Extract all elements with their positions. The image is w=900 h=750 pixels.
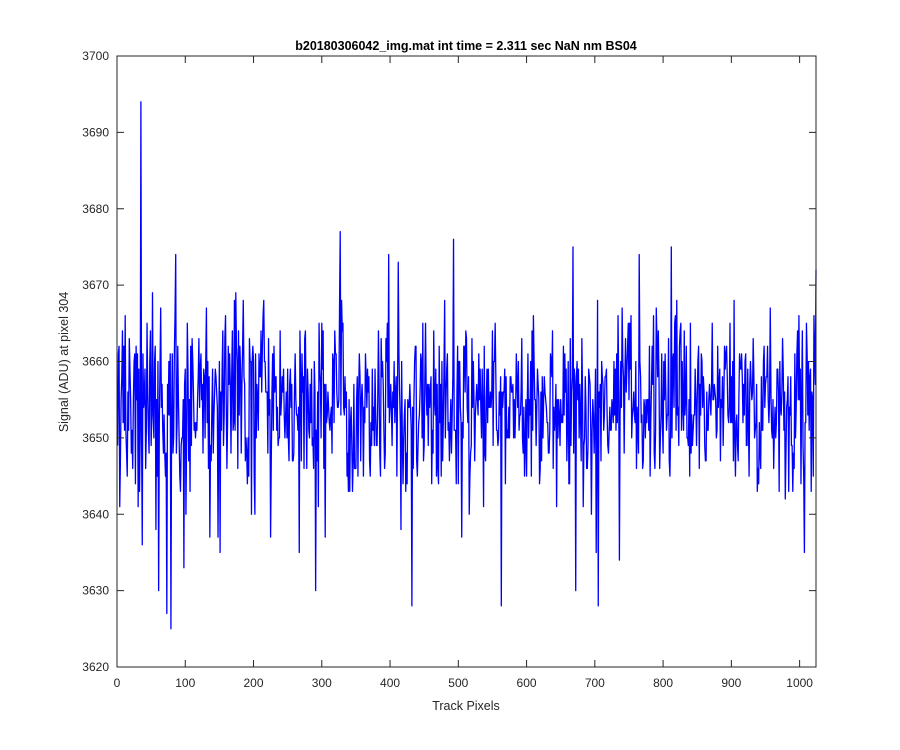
y-axis-label: Signal (ADU) at pixel 304 <box>57 292 71 432</box>
y-tick-label: 3650 <box>82 431 109 445</box>
y-tick-label: 3630 <box>82 584 109 598</box>
y-tick-label: 3680 <box>82 202 109 216</box>
series-line <box>117 101 817 630</box>
x-tick-label: 300 <box>312 676 332 690</box>
y-tick-label: 3700 <box>82 49 109 63</box>
y-tick-label: 3660 <box>82 355 109 369</box>
x-tick-label: 100 <box>175 676 195 690</box>
plot-area <box>117 101 817 630</box>
x-tick-label: 500 <box>448 676 468 690</box>
y-tick-label: 3620 <box>82 660 109 674</box>
y-axis: 3620 3630 3640 3650 3660 3670 3680 3690 3700 <box>82 49 816 674</box>
chart-title: b20180306042_img.mat int time = 2.311 se… <box>295 39 637 53</box>
x-tick-label: 1000 <box>786 676 813 690</box>
y-tick-label: 3670 <box>82 278 109 292</box>
y-tick-label: 3690 <box>82 125 109 139</box>
x-tick-label: 700 <box>585 676 605 690</box>
y-tick-label: 3640 <box>82 507 109 521</box>
x-tick-label: 200 <box>244 676 264 690</box>
x-tick-label: 900 <box>721 676 741 690</box>
x-tick-label: 0 <box>114 676 121 690</box>
x-tick-label: 600 <box>517 676 537 690</box>
x-axis-label: Track Pixels <box>432 699 500 713</box>
x-tick-label: 400 <box>380 676 400 690</box>
x-tick-label: 800 <box>653 676 673 690</box>
x-axis: 0 100 200 300 400 500 600 700 800 900 1000 <box>114 56 813 690</box>
